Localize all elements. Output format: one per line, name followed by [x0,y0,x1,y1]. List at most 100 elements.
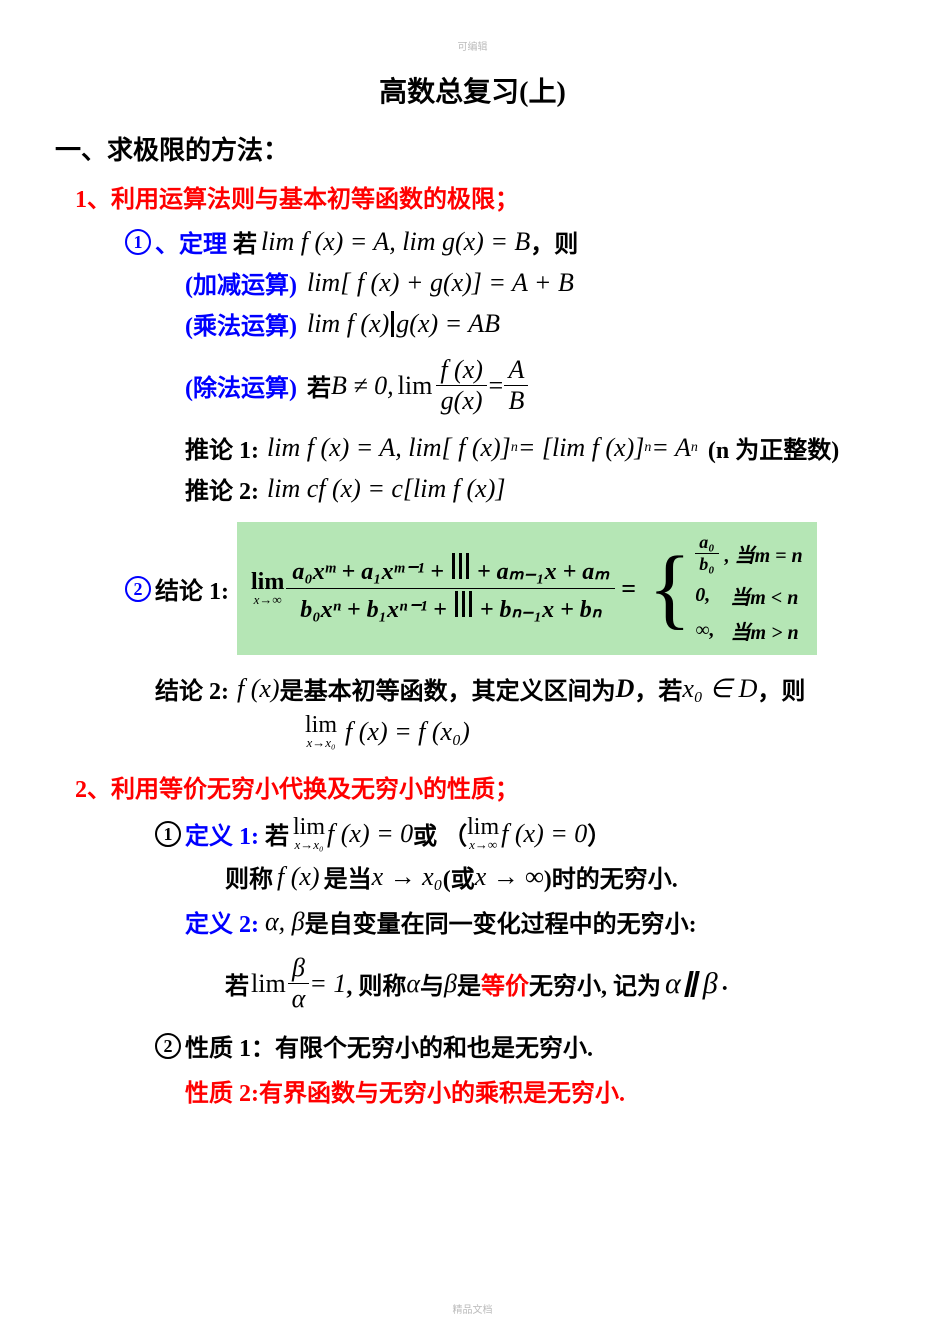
div-rnum: A [504,355,528,386]
concl2-D: D [616,674,635,704]
def2-num: β [288,953,309,984]
page-title: 高数总复习(上) [55,70,890,110]
def1-m2: f (x) = 0 [501,819,587,849]
mult-bar-icon [391,311,394,337]
def2-den: α [288,984,310,1014]
def1-if: 若 [265,816,289,851]
concl2-label: 结论 2: [155,671,229,706]
case3-cond: 当m > n [731,616,799,645]
def2-are: 是 [457,966,481,1001]
def2-if: 若 [225,966,249,1001]
concl2-t3: ，则 [757,671,805,706]
circled-1b-icon: 1 [155,821,181,847]
circled-2-icon: 2 [125,576,151,602]
concl2-eq: f (x) = f (x₀) [345,717,470,747]
watermark-bottom: 精品文档 [453,1301,493,1316]
def1-l2-fx: f (x) [277,862,320,892]
concl1-line: 2 结论 1: lim x→∞ a₀xᵐ + a₁xᵐ⁻¹ + + aₘ₋₁x … [125,522,890,655]
theorem-label: 、定理 [155,224,227,259]
def2-label: 定义 2: [185,904,259,939]
def2-mid: , 则称 [346,966,406,1001]
prop1-line: 2 性质 1： 有限个无穷小的和也是无穷小. [155,1028,890,1063]
def2-line2: 若 lim β α = 1 , 则称 α 与 β 是 等价 无穷小, 记为 α … [225,953,890,1014]
cor1-label: 推论 1: [185,430,259,465]
concl1-vbars-top [450,553,471,579]
circled-2b-icon: 2 [155,1033,181,1059]
prop2-text: 有界函数与无穷小的乘积是无穷小. [259,1073,625,1108]
equiv-symbol-icon [685,969,699,999]
cor1-sup3: n [691,440,698,456]
theorem-if: 若 [233,224,257,259]
concl1-label: 结论 1: [155,571,229,606]
def1-lim1-sub: x→x₀ [294,837,323,853]
circled-1-icon: 1 [125,229,151,255]
concl2-line: 结论 2: f (x) 是基本初等函数，其定义区间为 D ，若 x₀ ∈ D ，… [155,671,890,706]
case2-cond: 当m < n [730,581,798,610]
div-label: (除法运算) [185,368,297,403]
prop2-label: 性质 2: [185,1073,259,1108]
concl2-t2: ，若 [634,671,682,706]
theorem-then: ，则 [530,224,578,259]
concl1-num2: + aₘ₋₁x + aₘ [477,559,609,585]
def2-inf: 无穷小, 记为 [529,966,661,1001]
div-rden: B [504,386,528,416]
concl1-bigfrac: a₀xᵐ + a₁xᵐ⁻¹ + + aₘ₋₁x + aₘ b₀xⁿ + b₁xⁿ… [286,551,615,626]
subsection-2-heading: 2、利用等价无穷小代换及无穷小的性质； [75,769,890,804]
def1-label: 定义 1: [185,816,259,851]
mult-line: (乘法运算) lim f (x) g(x) = AB [185,306,890,341]
cor1-sup1: n [511,440,518,456]
concl2-eq-line: lim x→x₀ f (x) = f (x₀) [305,712,890,751]
def2-eq: = 1 [309,969,346,999]
case1-num: a₀ [695,532,718,554]
concl2-x0: x₀ ∈ D [682,674,757,704]
def1-l2-xinf: x → ∞ [475,862,544,892]
def2-line: 定义 2: α, β 是自变量在同一变化过程中的无穷小: [185,904,890,939]
def2-dot: . [722,970,728,997]
div-frac: f (x) g(x) [436,355,487,416]
def2-b: β [444,969,457,999]
def2-b2: β [703,967,718,1001]
def1-lim2: lim x→∞ [467,814,499,853]
concl1-eq: = [621,574,636,604]
theorem-math: lim f (x) = A, lim g(x) = B [261,227,530,257]
div-line: (除法运算) 若 B ≠ 0, lim f (x) g(x) = A B [185,355,890,416]
addsub-label: (加减运算) [185,265,297,300]
mult-math-right: g(x) = AB [396,309,500,339]
def1-l2-xx0: x → x₀ [372,862,443,892]
mult-math-left: lim f (x) [307,309,389,339]
case2-val: 0, [695,584,710,607]
section-1-heading: 一、求极限的方法： [55,130,890,167]
cor1-mid: = [lim f (x)] [518,433,645,463]
mult-label: (乘法运算) [185,306,297,341]
def2-t1: 是自变量在同一变化过程中的无穷小: [305,904,697,939]
subsection-1-heading: 1、利用运算法则与基本初等函数的极限； [75,179,890,214]
cor1-line: 推论 1: lim f (x) = A, lim[ f (x)] n = [li… [185,430,890,465]
concl2-lim-sub: x→x₀ [306,735,335,751]
div-lim: lim [398,371,433,401]
cor1-sup2: n [644,440,651,456]
case1-cond: , 当m = n [725,539,803,568]
def1-line: 1 定义 1: 若 lim x→x₀ f (x) = 0 或 （ lim x→∞… [155,814,890,853]
addsub-math: lim[ f (x) + g(x)] = A + B [307,268,574,298]
def2-frac: β α [288,953,310,1014]
concl1-lim: lim x→∞ [251,569,284,608]
concl1-den1: b₀xⁿ + b₁xⁿ⁻¹ + [300,597,447,623]
concl2-lim: lim x→x₀ [305,712,337,751]
div-frac-den: g(x) [437,386,487,416]
div-eq: = [487,371,505,401]
def2-a: α [406,969,420,999]
div-cond: B ≠ 0, [331,371,394,401]
def1-l2-paren: (或 [443,859,475,894]
concl1-den2: + bₙ₋₁x + bₙ [480,597,602,623]
div-frac-num: f (x) [436,355,487,386]
watermark-top: 可编辑 [458,38,488,53]
def2-and: 与 [420,966,444,1001]
cor2-label: 推论 2: [185,471,259,506]
brace-icon: { [648,549,691,629]
concl1-vbars-bot [453,591,474,617]
theorem-line: 1 、定理 若 lim f (x) = A, lim g(x) = B ，则 [125,224,890,259]
concl1-lim-sub: x→∞ [254,592,282,608]
div-rfrac: A B [504,355,528,416]
prop1-text: 有限个无穷小的和也是无穷小. [275,1028,593,1063]
def2-ab: α, β [265,907,305,937]
